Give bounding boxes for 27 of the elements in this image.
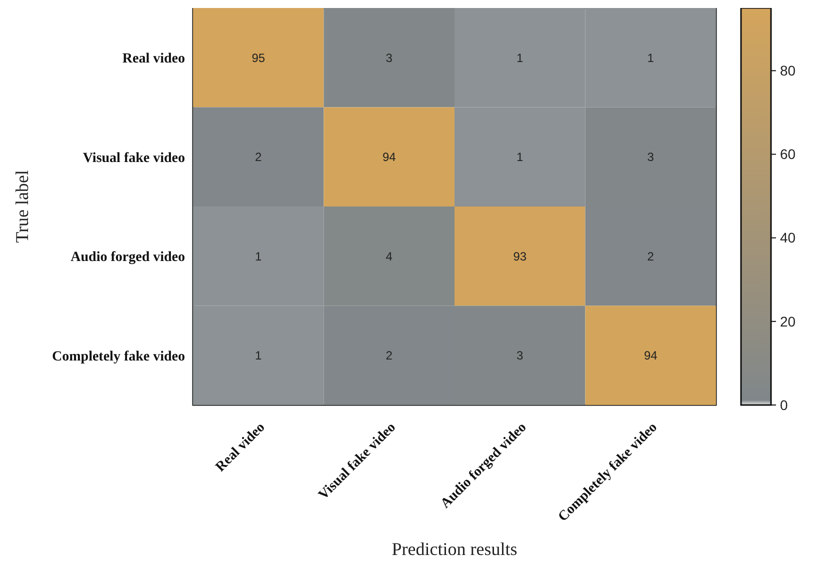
data-label: 1	[516, 50, 524, 65]
color-bar-label: 0	[780, 396, 788, 413]
data-label: 1	[255, 249, 262, 264]
y-tick-label: Completely fake video	[52, 349, 185, 364]
data-label: 1	[647, 50, 654, 65]
data-label: 2	[386, 348, 393, 363]
color-bar-label: 20	[780, 313, 796, 330]
y-tick-label: Visual fake video	[82, 150, 185, 166]
data-label: 94	[644, 348, 658, 363]
color-bar-label: 40	[780, 230, 796, 246]
data-label: 1	[255, 348, 262, 363]
color-bar-label: 60	[780, 146, 796, 162]
x-axis-title: Prediction results	[392, 539, 518, 559]
data-label: 4	[386, 249, 393, 264]
data-label: 94	[382, 150, 396, 164]
y-axis-title: True label	[12, 170, 32, 243]
data-label: 3	[386, 50, 393, 65]
data-label: 1	[516, 150, 524, 164]
data-label: 93	[513, 249, 527, 264]
data-label: 3	[516, 348, 524, 363]
color-bar-label: 80	[780, 62, 796, 79]
data-label: 95	[252, 50, 266, 65]
data-label: 3	[647, 150, 654, 164]
y-tick-label: Audio forged video	[70, 250, 185, 266]
data-label: 2	[647, 249, 654, 264]
data-label: 2	[255, 150, 262, 164]
y-tick-label: Real video	[122, 52, 185, 67]
